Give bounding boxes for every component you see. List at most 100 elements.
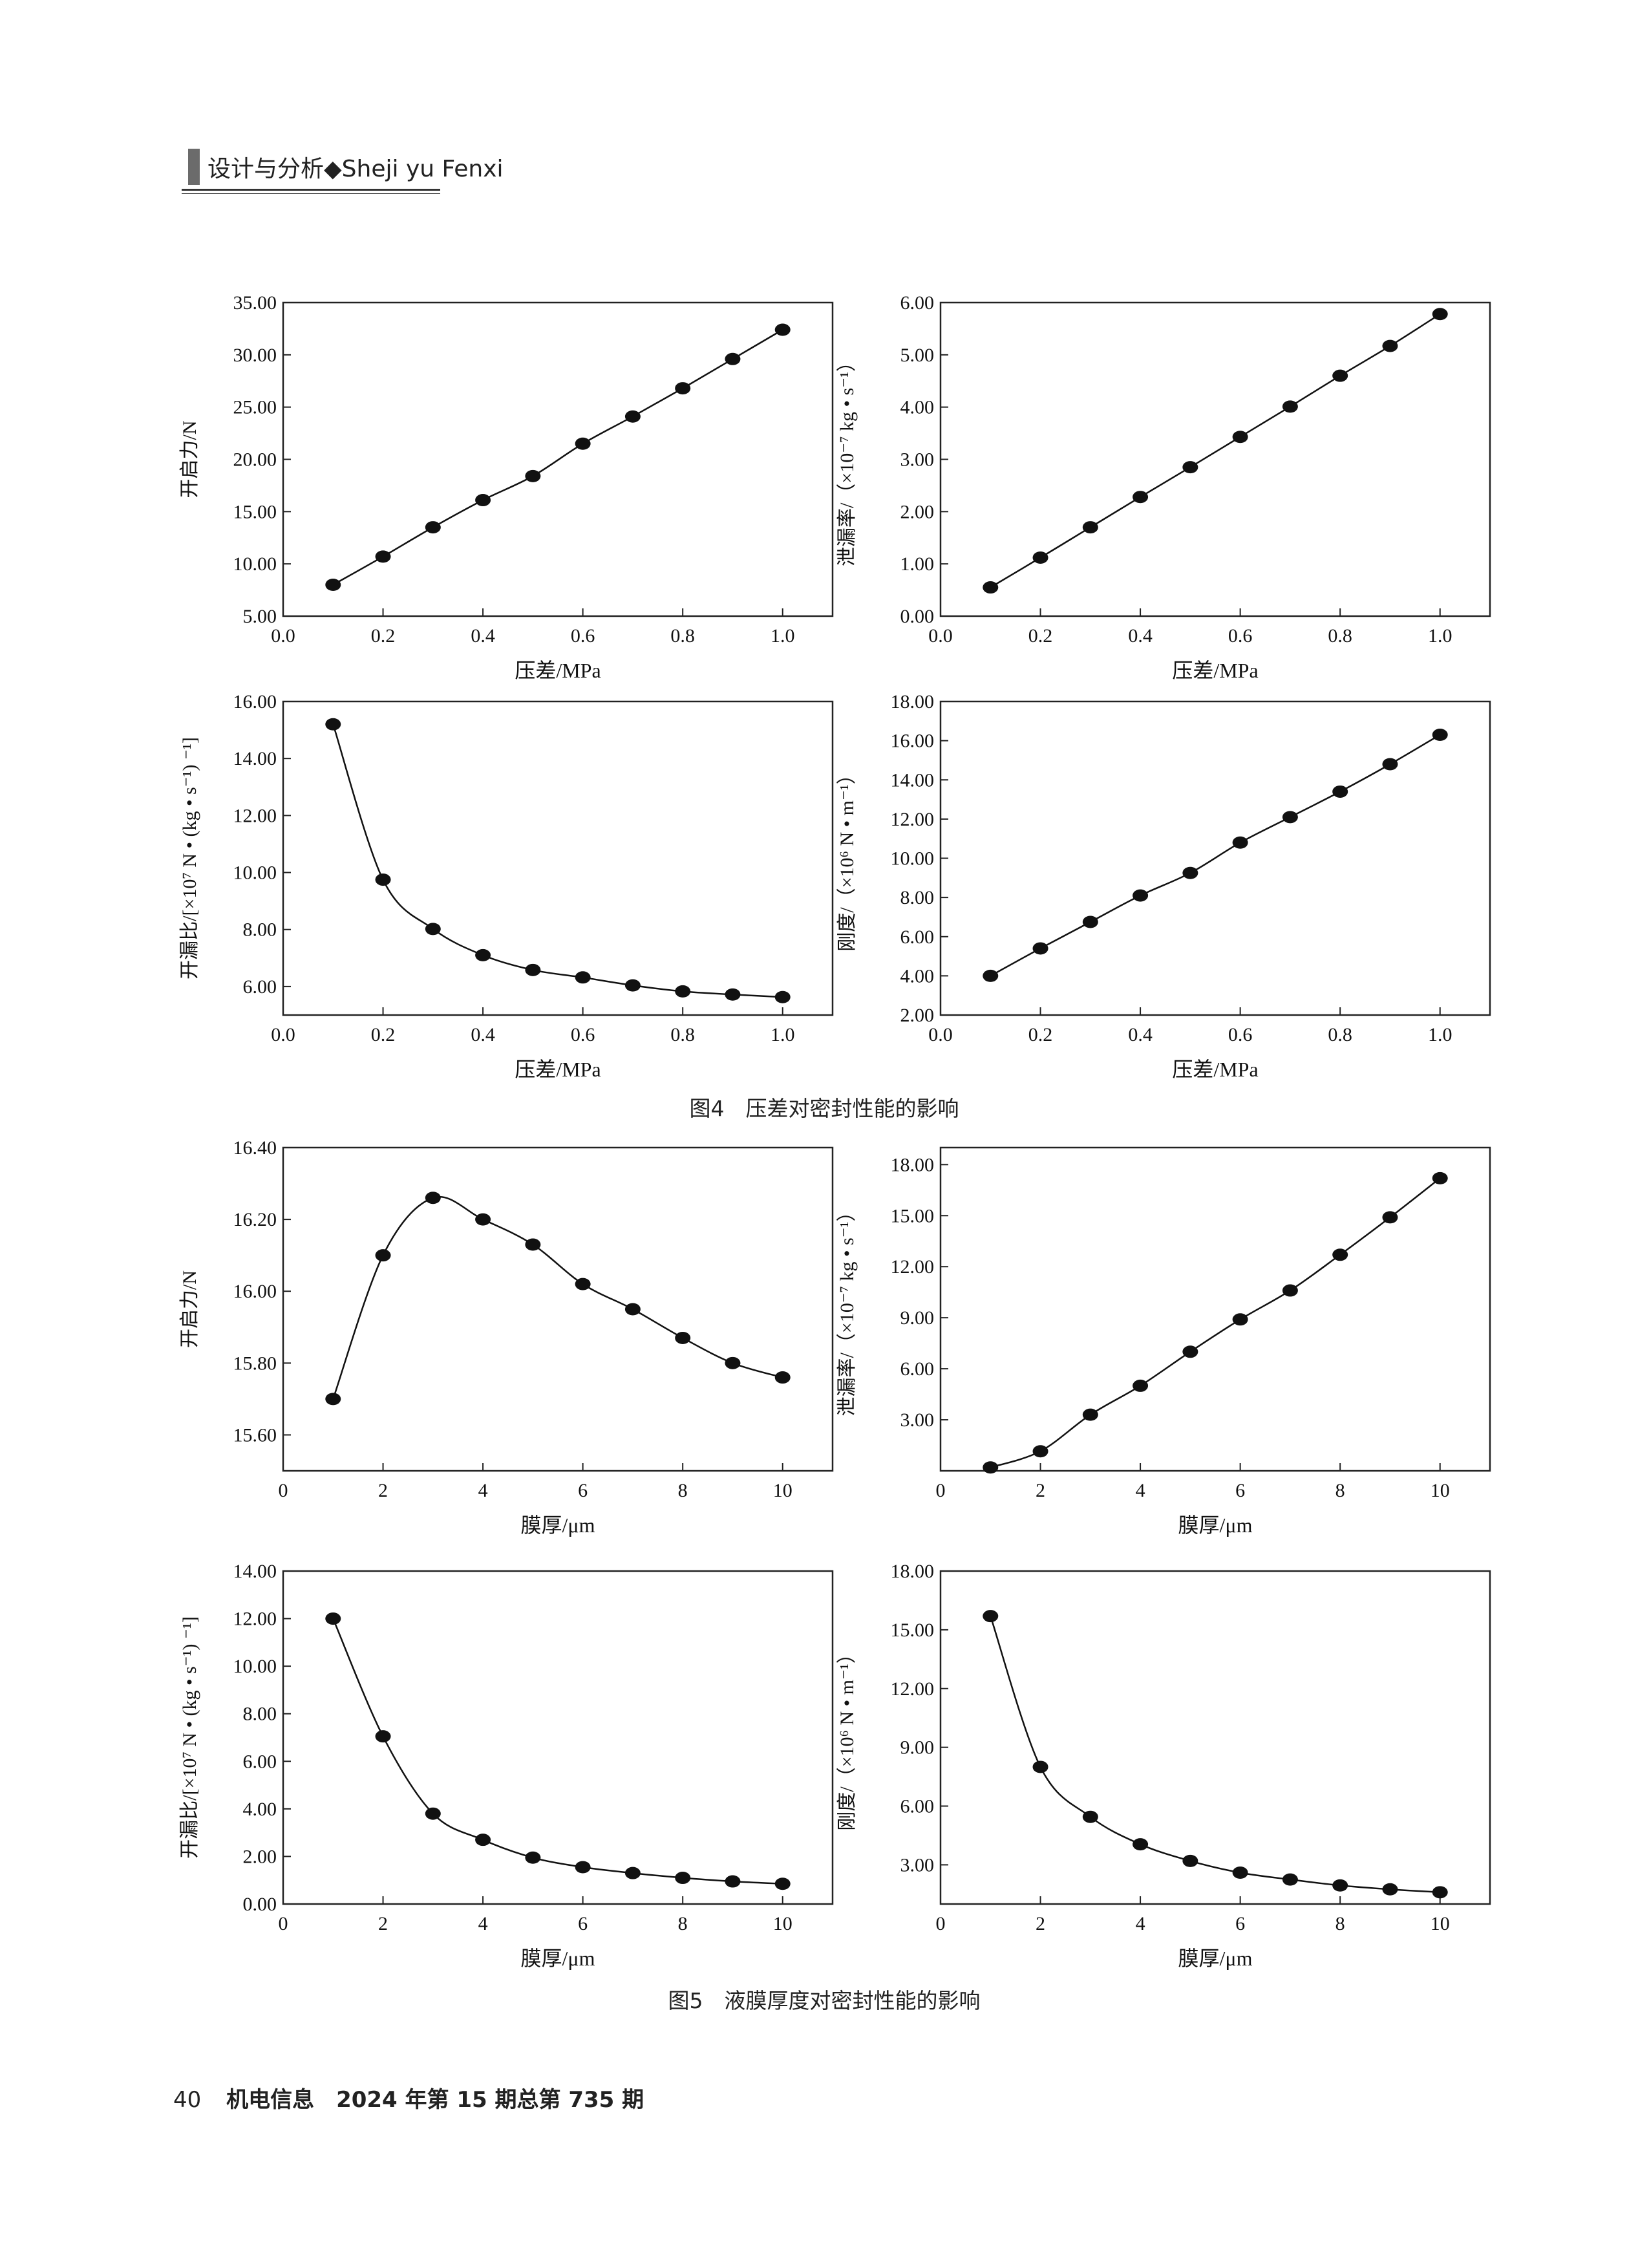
data-point xyxy=(575,437,591,450)
x-tick-label: 4 xyxy=(1136,1480,1145,1501)
data-point xyxy=(1232,836,1248,849)
y-tick-label: 15.00 xyxy=(891,1205,935,1226)
x-tick-label: 8 xyxy=(1335,1480,1345,1501)
y-tick-label: 8.00 xyxy=(243,919,277,941)
data-point xyxy=(725,1356,741,1369)
series-line xyxy=(332,723,783,998)
data-point xyxy=(525,1238,541,1251)
data-point xyxy=(575,971,591,984)
y-tick-label: 6.00 xyxy=(243,1751,277,1772)
y-tick-label: 35.00 xyxy=(233,292,277,314)
data-point xyxy=(525,1851,541,1864)
figure-5-caption: 图5 液膜厚度对密封性能的影响 xyxy=(668,1988,981,2013)
y-tick-label: 12.00 xyxy=(233,805,277,826)
data-point xyxy=(1432,729,1448,742)
y-tick-label: 3.00 xyxy=(900,1409,935,1431)
x-tick-label: 8 xyxy=(678,1913,688,1934)
x-tick-label: 0 xyxy=(279,1480,288,1501)
data-point xyxy=(1282,1873,1298,1886)
y-tick-label: 6.00 xyxy=(243,976,277,998)
y-tick-label: 16.00 xyxy=(233,1281,277,1302)
plot-frame xyxy=(282,1146,834,1472)
y-tick-label: 15.80 xyxy=(233,1353,277,1374)
data-point xyxy=(983,1610,999,1623)
y-tick-label: 0.00 xyxy=(243,1894,277,1915)
x-tick-label: 0.6 xyxy=(1228,625,1253,647)
data-point xyxy=(774,323,791,336)
y-tick-label: 6.00 xyxy=(900,1358,935,1380)
y-tick-label: 9.00 xyxy=(900,1307,935,1329)
y-axis-label: 泄漏率/（×10⁻⁷ kg • s⁻¹） xyxy=(836,1202,858,1416)
y-tick-label: 6.00 xyxy=(900,292,935,314)
x-tick-label: 6 xyxy=(578,1480,588,1501)
y-tick-label: 12.00 xyxy=(233,1609,277,1630)
y-tick-label: 10.00 xyxy=(891,848,935,870)
data-point xyxy=(1232,1313,1248,1326)
x-tick-label: 2 xyxy=(378,1913,388,1934)
x-tick-label: 4 xyxy=(478,1913,488,1934)
data-point xyxy=(1332,369,1348,382)
plot-frame xyxy=(939,301,1491,617)
data-point xyxy=(675,1872,691,1885)
y-tick-label: 4.00 xyxy=(900,397,935,418)
chart-svg-fig5c: 0 2 4 6 8 10 0.00 2.00 4.00 6.00 8.00 10.00 12.00 14.… xyxy=(179,1561,834,1970)
data-point xyxy=(575,1278,591,1290)
y-axis-label: 开启力/N xyxy=(179,1270,200,1348)
data-point xyxy=(1282,400,1298,413)
x-axis-label: 压差/MPa xyxy=(1172,659,1258,682)
data-point xyxy=(1082,521,1098,534)
x-tick-label: 0.4 xyxy=(471,625,495,647)
y-tick-label: 16.20 xyxy=(233,1209,277,1230)
data-point xyxy=(1382,1883,1398,1896)
y-axis-label: 开漏比/[×10⁷ N • (kg • s⁻¹) ⁻¹] xyxy=(179,1616,200,1859)
x-tick-label: 0.6 xyxy=(571,1024,595,1045)
chart-fig5d-stiffness: 0 2 4 6 8 10 3.00 6.00 9.00 12.00 15.00 18.00 膜厚/μm 刚… xyxy=(836,1561,1491,1982)
chart-svg-fig4a: 0.0 0.2 0.4 0.6 0.8 1.0 5.00 10.00 15.00 20.00 25.… xyxy=(179,292,834,682)
x-axis-label: 膜厚/μm xyxy=(521,1947,595,1970)
y-tick-label: 10.00 xyxy=(233,553,277,575)
data-point xyxy=(1032,551,1048,564)
series-line xyxy=(990,1616,1440,1894)
data-point xyxy=(1332,1879,1348,1892)
y-tick-label: 16.00 xyxy=(891,731,935,752)
data-point xyxy=(983,1461,999,1474)
y-tick-label: 2.00 xyxy=(243,1846,277,1867)
data-point xyxy=(1232,431,1248,444)
data-point xyxy=(325,1612,341,1625)
x-tick-label: 4 xyxy=(478,1480,488,1501)
series-line xyxy=(990,1177,1441,1468)
series-line xyxy=(332,1618,783,1885)
chart-svg-fig4d: 0.0 0.2 0.4 0.6 0.8 1.0 2.00 4.00 6.00 8.00 10.00 1… xyxy=(836,691,1491,1081)
x-tick-label: 2 xyxy=(1036,1480,1045,1501)
y-tick-label: 5.00 xyxy=(900,345,935,366)
x-tick-label: 0.8 xyxy=(1328,1024,1352,1045)
data-point xyxy=(1432,1886,1448,1899)
figure-4-caption: 图4 压差对密封性能的影响 xyxy=(689,1096,959,1121)
chart-fig4b-leakage-rate: 0.0 0.2 0.4 0.6 0.8 1.0 0.00 1.00 2.00 3.00 4.00 5.… xyxy=(836,292,1491,694)
x-tick-label: 0.8 xyxy=(670,1024,695,1045)
data-point xyxy=(1082,1408,1098,1421)
data-point xyxy=(375,873,391,886)
y-tick-label: 15.60 xyxy=(233,1424,277,1446)
plot-frame xyxy=(939,1146,1491,1472)
x-axis-label: 膜厚/μm xyxy=(1178,1947,1253,1970)
data-point xyxy=(774,1371,791,1384)
data-point xyxy=(475,1213,491,1226)
y-tick-label: 4.00 xyxy=(900,965,935,987)
chart-svg-fig5a: 0 2 4 6 8 10 15.60 15.80 16.00 16.20 16.40 膜厚/μm 开启力… xyxy=(179,1137,834,1537)
data-point xyxy=(624,1303,641,1316)
journal-issue: 机电信息 2024 年第 15 期总第 735 期 xyxy=(226,2087,644,2113)
data-point xyxy=(325,1393,341,1406)
data-point xyxy=(1332,1248,1348,1261)
data-point xyxy=(375,550,391,563)
data-point xyxy=(774,990,791,1003)
y-tick-label: 2.00 xyxy=(900,1005,935,1026)
x-axis-label: 膜厚/μm xyxy=(521,1514,595,1537)
y-tick-label: 25.00 xyxy=(233,397,277,418)
y-tick-label: 6.00 xyxy=(900,926,935,948)
x-tick-label: 10 xyxy=(1431,1480,1450,1501)
chart-svg-fig4b: 0.0 0.2 0.4 0.6 0.8 1.0 0.00 1.00 2.00 3.00 4.00 5.… xyxy=(836,292,1491,682)
header-text: 设计与分析◆Sheji yu Fenxi xyxy=(207,156,504,182)
y-tick-label: 14.00 xyxy=(891,769,935,791)
y-tick-label: 0.00 xyxy=(900,606,935,627)
